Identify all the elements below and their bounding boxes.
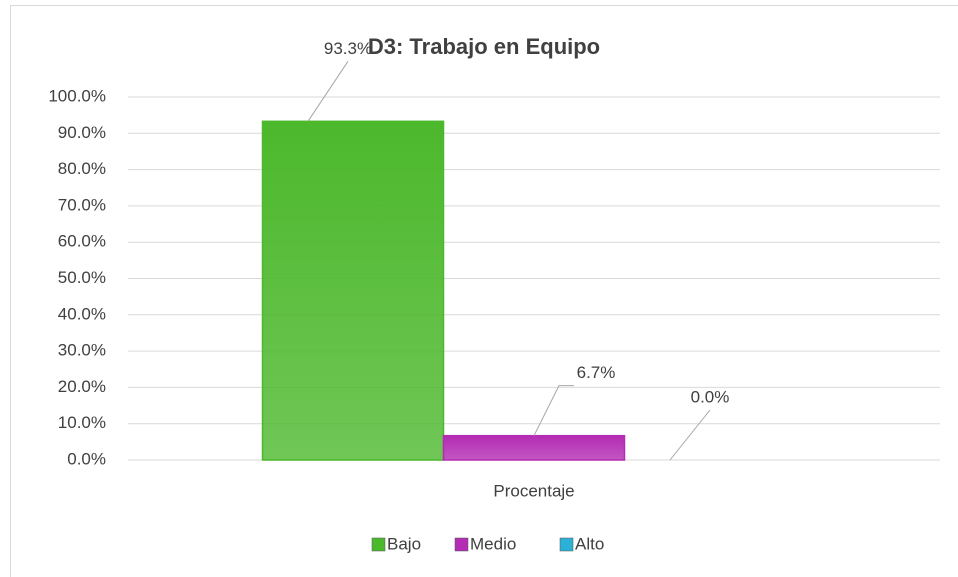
y-tick-label: 100.0% bbox=[48, 86, 106, 105]
chart-frame bbox=[10, 5, 958, 577]
legend-swatch bbox=[371, 537, 386, 552]
y-tick-label: 0.0% bbox=[67, 449, 106, 468]
chart-title: D3: Trabajo en Equipo bbox=[368, 34, 600, 59]
leader-line bbox=[669, 409, 711, 461]
data-label: 6.7% bbox=[577, 363, 616, 382]
y-tick-label: 10.0% bbox=[58, 413, 106, 432]
y-tick-label: 70.0% bbox=[58, 195, 106, 214]
y-tick-label: 30.0% bbox=[58, 341, 106, 360]
y-tick-label: 40.0% bbox=[58, 304, 106, 323]
legend-label: Bajo bbox=[387, 534, 421, 553]
legend-label: Alto bbox=[575, 534, 604, 553]
bar bbox=[442, 434, 626, 461]
data-label: 0.0% bbox=[691, 387, 730, 406]
y-tick-label: 60.0% bbox=[58, 232, 106, 251]
y-tick-label: 20.0% bbox=[58, 377, 106, 396]
leader-line bbox=[307, 61, 349, 122]
y-tick-label: 90.0% bbox=[58, 123, 106, 142]
bar bbox=[261, 120, 445, 461]
legend-swatch bbox=[454, 537, 469, 552]
y-tick-label: 50.0% bbox=[58, 268, 106, 287]
legend-label: Medio bbox=[470, 534, 516, 553]
legend-swatch bbox=[559, 537, 574, 552]
leader-line bbox=[533, 385, 574, 436]
x-tick-label: Procentaje bbox=[493, 481, 574, 500]
y-tick-label: 80.0% bbox=[58, 159, 106, 178]
data-label: 93.3% bbox=[324, 39, 372, 58]
